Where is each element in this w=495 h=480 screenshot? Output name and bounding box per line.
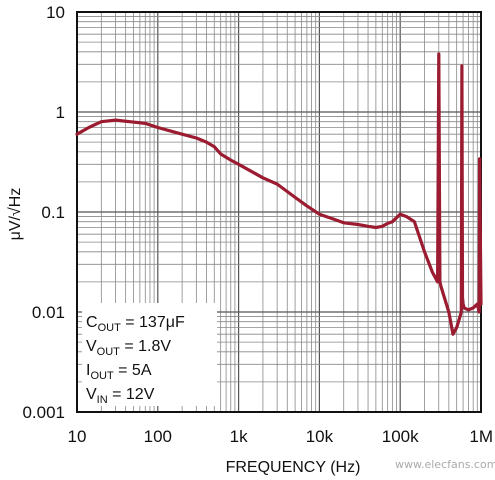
y-tick-labels: 10 1 0.1 0.01 0.001 bbox=[22, 3, 65, 422]
noise-density-series-line bbox=[75, 52, 483, 336]
annotation-background bbox=[82, 303, 217, 406]
y-tick-label: 0.001 bbox=[22, 403, 65, 422]
x-tick-label: 1M bbox=[469, 427, 493, 446]
x-tick-label: 100 bbox=[144, 427, 172, 446]
conditions-annotation: COUT = 137μF VOUT = 1.8V IOUT = 5A VIN = 12… bbox=[86, 314, 185, 406]
watermark-text: www.elecfans.com bbox=[395, 458, 495, 471]
annotation-line: COUT = 137μF bbox=[86, 314, 185, 334]
annotation-line: VOUT = 1.8V bbox=[86, 338, 171, 358]
x-tick-label: 10k bbox=[306, 427, 334, 446]
series-layer bbox=[75, 52, 483, 336]
y-tick-label: 0.01 bbox=[32, 303, 65, 322]
x-axis-label: FREQUENCY (Hz) bbox=[226, 459, 361, 476]
x-tick-label: 10 bbox=[68, 427, 87, 446]
x-tick-label: 100k bbox=[382, 427, 419, 446]
y-tick-label: 1 bbox=[56, 103, 65, 122]
x-tick-label: 1k bbox=[230, 427, 248, 446]
annotation-line: IOUT = 5A bbox=[86, 362, 152, 382]
y-axis-label: μV/√Hz bbox=[7, 188, 24, 241]
x-tick-labels: 10 100 1k 10k 100k 1M bbox=[68, 427, 493, 446]
y-tick-label: 10 bbox=[46, 3, 65, 22]
annotation-line: VIN = 12V bbox=[86, 386, 155, 406]
y-tick-label: 0.1 bbox=[41, 203, 65, 222]
